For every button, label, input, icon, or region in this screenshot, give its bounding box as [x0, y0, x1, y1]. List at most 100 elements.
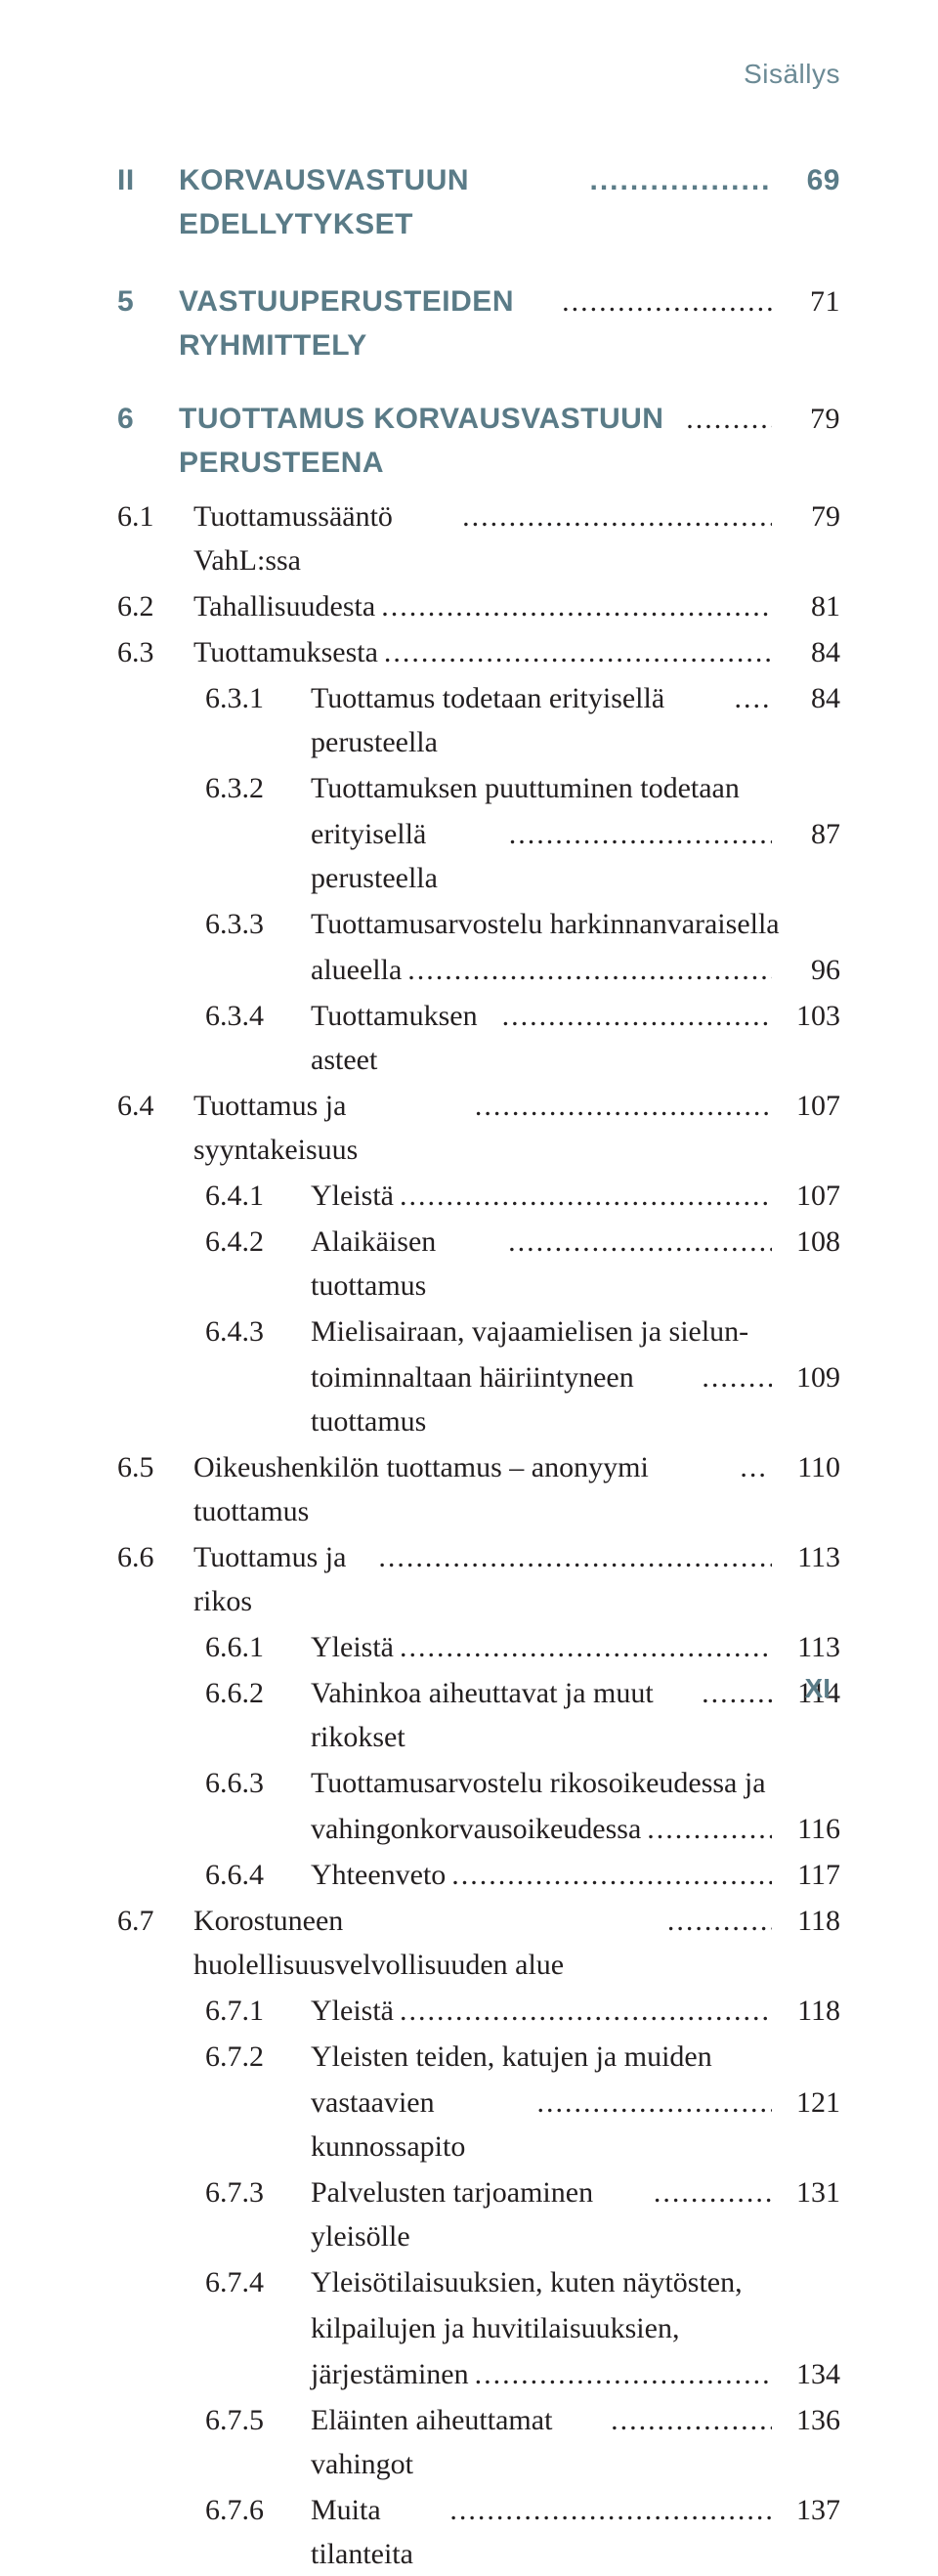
subsection-number: 6.6.1 — [205, 1625, 303, 1669]
toc-subsection: 6.7.1 Yleistä ..........................… — [117, 1989, 840, 2033]
toc-section: 6.3 Tuottamuksesta .....................… — [117, 630, 840, 674]
chapter-title: TUOTTAMUS KORVAUSVASTUUN PERUSTEENA — [171, 397, 680, 485]
toc-section: 6.6 Tuottamus ja rikos .................… — [117, 1535, 840, 1623]
leader-dots: ............ — [661, 1899, 772, 1943]
toc-section: 6.7 Korostuneen huolellisuusvelvollisuud… — [117, 1899, 840, 1987]
toc-subsection: 6.7.3 Palvelusten tarjoaminen yleisölle … — [117, 2170, 840, 2258]
chapter-title: VASTUUPERUSTEIDEN RYHMITTELY — [171, 279, 556, 367]
toc-subsection-cont: vastaavien kunnossapito ................… — [117, 2081, 840, 2168]
leader-dots: ........................................… — [394, 1174, 772, 1218]
toc-section: 6.5 Oikeushenkilön tuottamus – anonyymi … — [117, 1445, 840, 1533]
leader-dots: .................................... — [502, 1220, 772, 1264]
leader-dots: ........................................… — [372, 1535, 772, 1579]
leader-dots: ........................................… — [378, 630, 772, 674]
section-page: 118 — [772, 1899, 840, 1943]
part-number: II — [117, 158, 171, 202]
toc-subsection: 6.3.3 Tuottamusarvostelu harkinnanvarais… — [117, 902, 840, 946]
subsection-page: 136 — [772, 2398, 840, 2442]
leader-dots: .................... — [605, 2398, 772, 2442]
leader-dots: ..................................... — [469, 1084, 772, 1128]
subsection-title: Yhteenveto — [303, 1853, 446, 1897]
subsection-number: 6.3.4 — [205, 994, 303, 1038]
leader-dots: ....................................... — [456, 494, 772, 538]
toc-part: II KORVAUSVASTUUN EDELLYTYKSET .........… — [117, 158, 840, 246]
toc-section: 6.4 Tuottamus ja syyntakeisuus .........… — [117, 1084, 840, 1172]
subsection-page: 109 — [772, 1355, 840, 1399]
toc-subsection-cont: kilpailujen ja huvitilaisuuksien, — [117, 2306, 840, 2350]
toc-subsection: 6.6.1 Yleistä ..........................… — [117, 1625, 840, 1669]
toc-chapter: 6 TUOTTAMUS KORVAUSVASTUUN PERUSTEENA ..… — [117, 397, 840, 485]
chapter-page: 71 — [772, 279, 840, 323]
subsection-title: Yleisten teiden, katujen ja muiden — [303, 2035, 712, 2079]
toc-subsection: 6.7.4 Yleisötilaisuuksien, kuten näytöst… — [117, 2260, 840, 2304]
subsection-page: 87 — [772, 812, 840, 856]
leader-dots: ..................................... — [496, 994, 772, 1038]
subsection-title-cont: vahingonkorvausoikeudessa — [303, 1807, 641, 1851]
subsection-page: 117 — [772, 1853, 840, 1897]
toc-subsection: 6.7.5 Eläinten aiheuttamat vahingot ....… — [117, 2398, 840, 2486]
subsection-number: 6.3.3 — [205, 902, 303, 946]
subsection-number: 6.6.3 — [205, 1761, 303, 1805]
subsection-title: Yleisötilaisuuksien, kuten näytösten, — [303, 2260, 743, 2304]
section-page: 79 — [772, 494, 840, 538]
subsection-number: 6.3.2 — [205, 766, 303, 810]
subsection-page: 103 — [772, 994, 840, 1038]
subsection-page: 116 — [772, 1807, 840, 1851]
toc-subsection-cont: toiminnaltaan häiriintyneen tuottamus ..… — [117, 1355, 840, 1443]
section-number: 6.2 — [117, 584, 186, 628]
chapter-number: 6 — [117, 397, 171, 441]
leader-dots: ........................................… — [402, 948, 772, 992]
leader-dots: ................................ — [532, 2081, 772, 2125]
subsection-page: 113 — [772, 1625, 840, 1669]
subsection-number: 6.7.1 — [205, 1989, 303, 2033]
leader-dots: ....................... — [583, 158, 772, 202]
subsection-number: 6.7.2 — [205, 2035, 303, 2079]
section-page: 110 — [772, 1445, 840, 1489]
toc-subsection-cont: erityisellä perusteella ................… — [117, 812, 840, 900]
chapter-page: 79 — [772, 397, 840, 441]
subsection-page: 96 — [772, 948, 840, 992]
subsection-number: 6.6.2 — [205, 1671, 303, 1715]
toc-subsection: 6.7.6 Muita tilanteita .................… — [117, 2488, 840, 2576]
leader-dots: ............ — [680, 397, 772, 441]
subsection-title: Vahinkoa aiheuttavat ja muut rikokset — [303, 1671, 696, 1759]
subsection-number: 6.4.1 — [205, 1174, 303, 1218]
subsection-title: Tuottamuksen puuttuminen todetaan — [303, 766, 740, 810]
subsection-page: 134 — [772, 2352, 840, 2396]
subsection-number: 6.7.6 — [205, 2488, 303, 2532]
toc-subsection: 6.4.1 Yleistä ..........................… — [117, 1174, 840, 1218]
chapter-number: 5 — [117, 279, 171, 323]
subsection-number: 6.7.4 — [205, 2260, 303, 2304]
leader-dots: ........ — [696, 1671, 772, 1715]
toc-subsection: 6.3.2 Tuottamuksen puuttuminen todetaan — [117, 766, 840, 810]
subsection-title: Mielisairaan, vajaamielisen ja sielun- — [303, 1309, 748, 1353]
subsection-number: 6.6.4 — [205, 1853, 303, 1897]
subsection-page: 118 — [772, 1989, 840, 2033]
section-number: 6.5 — [117, 1445, 186, 1489]
toc-subsection: 6.3.4 Tuottamuksen asteet ..............… — [117, 994, 840, 1082]
part-page: 69 — [772, 158, 840, 202]
subsection-title-cont: järjestäminen — [303, 2352, 469, 2396]
subsection-page: 137 — [772, 2488, 840, 2532]
toc-subsection: 6.4.2 Alaikäisen tuottamus .............… — [117, 1220, 840, 1308]
subsection-number: 6.4.3 — [205, 1309, 303, 1353]
section-title: Tuottamuksesta — [186, 630, 378, 674]
subsection-page: 84 — [772, 676, 840, 720]
toc-subsection: 6.4.3 Mielisairaan, vajaamielisen ja sie… — [117, 1309, 840, 1353]
leader-dots: ........................................… — [375, 584, 772, 628]
leader-dots: .................................... — [503, 812, 772, 856]
section-page: 107 — [772, 1084, 840, 1128]
leader-dots: ........................................… — [444, 2488, 772, 2532]
subsection-page: 121 — [772, 2081, 840, 2125]
leader-dots: .... — [728, 676, 772, 720]
toc-subsection-cont: vahingonkorvausoikeudessa ..............… — [117, 1807, 840, 1851]
subsection-number: 6.4.2 — [205, 1220, 303, 1264]
subsection-number: 6.7.5 — [205, 2398, 303, 2442]
toc-subsection: 6.7.2 Yleisten teiden, katujen ja muiden — [117, 2035, 840, 2079]
subsection-page: 131 — [772, 2170, 840, 2214]
section-number: 6.4 — [117, 1084, 186, 1128]
subsection-title: Muita tilanteita — [303, 2488, 444, 2576]
section-page: 113 — [772, 1535, 840, 1579]
toc-subsection: 6.6.4 Yhteenveto .......................… — [117, 1853, 840, 1897]
subsection-title-cont: alueella — [303, 948, 402, 992]
